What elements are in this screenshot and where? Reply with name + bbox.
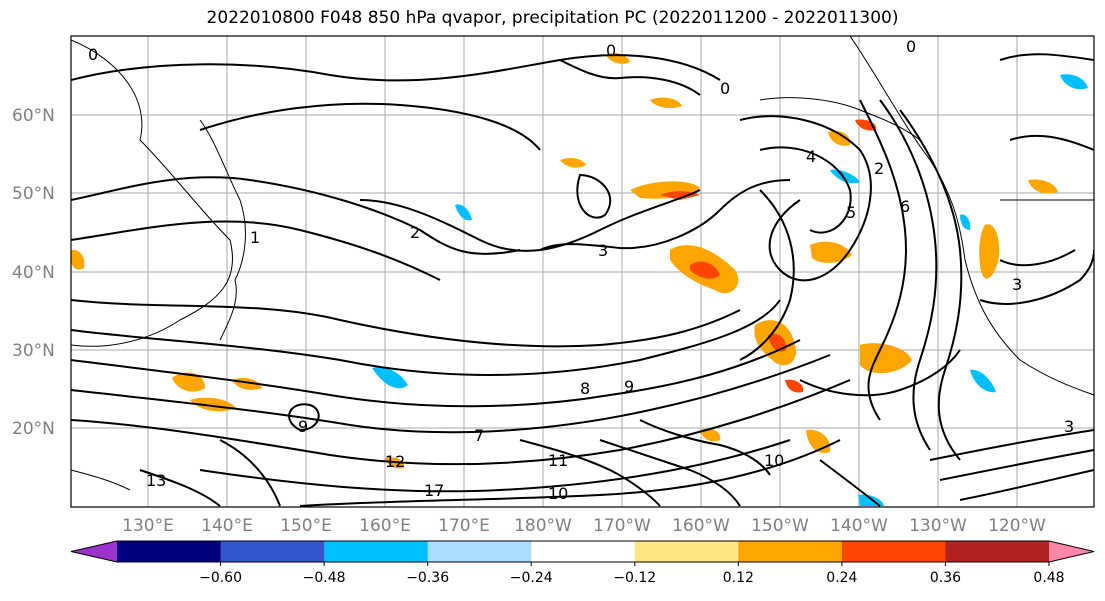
lat-label: 40°N (12, 263, 55, 283)
lon-label: 150°E (280, 516, 332, 536)
anomaly-patch (810, 241, 852, 263)
anomaly-patch (970, 369, 996, 393)
lon-label: 160°W (672, 516, 730, 536)
anomaly-patch (828, 130, 851, 146)
contour-label: 0 (606, 41, 616, 60)
contour-labels: 0 0 0 0 1 2 3 3 4 5 6 7 8 9 9 10 10 11 1… (88, 37, 1074, 503)
colorbar-tick-label: 0.24 (826, 570, 857, 586)
map-frame (70, 35, 1095, 508)
contour-label: 11 (548, 451, 568, 470)
colorbar-segment (117, 541, 222, 562)
anomaly-patch (650, 97, 682, 108)
colorbar-tick-label: −0.12 (613, 570, 656, 586)
colorbar-tick-label: −0.24 (510, 570, 553, 586)
anomaly-patch (560, 157, 586, 168)
lat-label: 60°N (12, 106, 55, 126)
contour-label: 3 (598, 241, 608, 260)
anomaly-patch (455, 204, 472, 221)
contour-label: 0 (906, 37, 916, 56)
contour-label: 3 (1012, 275, 1022, 294)
lon-label: 160°E (359, 516, 411, 536)
colorbar-tick-label: 0.48 (1033, 570, 1064, 586)
anomaly-patch (690, 261, 720, 279)
contour-label: 0 (88, 45, 98, 64)
lon-label: 150°W (751, 516, 809, 536)
qvapor-contours (71, 53, 1094, 507)
coastlines (71, 36, 1094, 491)
lat-label: 30°N (12, 341, 55, 361)
lon-label: 120°W (988, 516, 1046, 536)
anomaly-patch (785, 379, 804, 393)
anomaly-patch (700, 428, 721, 442)
colorbar: −0.60 −0.48 −0.36 −0.24 −0.12 0.12 0.24 0.36 0.4… (70, 540, 1095, 586)
colorbar-segment (738, 541, 843, 562)
colorbar-tick-label: 0.36 (930, 570, 961, 586)
anomaly-patch (979, 224, 1000, 279)
contour-label: 1 (250, 228, 260, 247)
colorbar-segment (324, 541, 429, 562)
lat-label: 20°N (12, 419, 55, 439)
contour-label: 2 (410, 223, 420, 242)
colorbar-segment (634, 541, 739, 562)
colorbar-segment (220, 541, 325, 562)
lon-label: 130°W (909, 516, 967, 536)
contour-label: 9 (298, 417, 308, 436)
lon-label: 180°W (514, 516, 572, 536)
colorbar-tick-label: −0.60 (199, 570, 242, 586)
precip-shading (71, 52, 1088, 506)
map-content: 0 0 0 0 1 2 3 3 4 5 6 7 8 9 9 10 10 11 1… (71, 36, 1094, 507)
contour-label: 10 (764, 451, 784, 470)
lon-label: 170°E (438, 516, 490, 536)
contour-label: 5 (846, 203, 856, 222)
anomaly-patch (768, 333, 787, 352)
contour-label: 13 (146, 471, 166, 490)
anomaly-patch (830, 169, 860, 184)
contour-label: 10 (548, 484, 568, 503)
contour-label: 7 (474, 426, 484, 445)
colorbar-tick-label: −0.36 (406, 570, 449, 586)
colorbar-extend-low (71, 541, 117, 562)
lat-label: 50°N (12, 184, 55, 204)
contour-label: 3 (1064, 417, 1074, 436)
anomaly-patch (1060, 74, 1088, 90)
colorbar-tick-label: −0.48 (303, 570, 346, 586)
lon-label: 130°E (122, 516, 174, 536)
map-title: 2022010800 F048 850 hPa qvapor, precipit… (206, 8, 899, 28)
anomaly-patch (372, 366, 408, 389)
contour-label: 8 (580, 379, 590, 398)
colorbar-tick-label: 0.12 (723, 570, 754, 586)
anomaly-patch (71, 249, 85, 270)
anomaly-patch (960, 214, 971, 230)
graticule (71, 36, 1094, 507)
contour-label: 6 (900, 197, 910, 216)
contour-label: 2 (874, 159, 884, 178)
contour-label: 0 (720, 79, 730, 98)
lon-label: 170°W (593, 516, 651, 536)
contour-label: 12 (385, 452, 405, 471)
lon-label: 140°W (830, 516, 888, 536)
colorbar-segment (531, 541, 636, 562)
colorbar-extend-high (1049, 541, 1094, 562)
colorbar-segment (841, 541, 946, 562)
contour-label: 17 (424, 481, 444, 500)
colorbar-segment (945, 541, 1050, 562)
contour-label: 4 (806, 147, 816, 166)
longitude-labels: 130°E 140°E 150°E 160°E 170°E 180°W 170°W 160°W… (122, 516, 1046, 536)
anomaly-patch (172, 372, 205, 392)
colorbar-outline (70, 540, 1095, 563)
colorbar-segment (427, 541, 532, 562)
latitude-labels: 60°N 50°N 40°N 30°N 20°N (12, 106, 55, 439)
contour-label: 9 (624, 377, 634, 396)
anomaly-patch (1028, 179, 1058, 194)
lon-label: 140°E (201, 516, 253, 536)
